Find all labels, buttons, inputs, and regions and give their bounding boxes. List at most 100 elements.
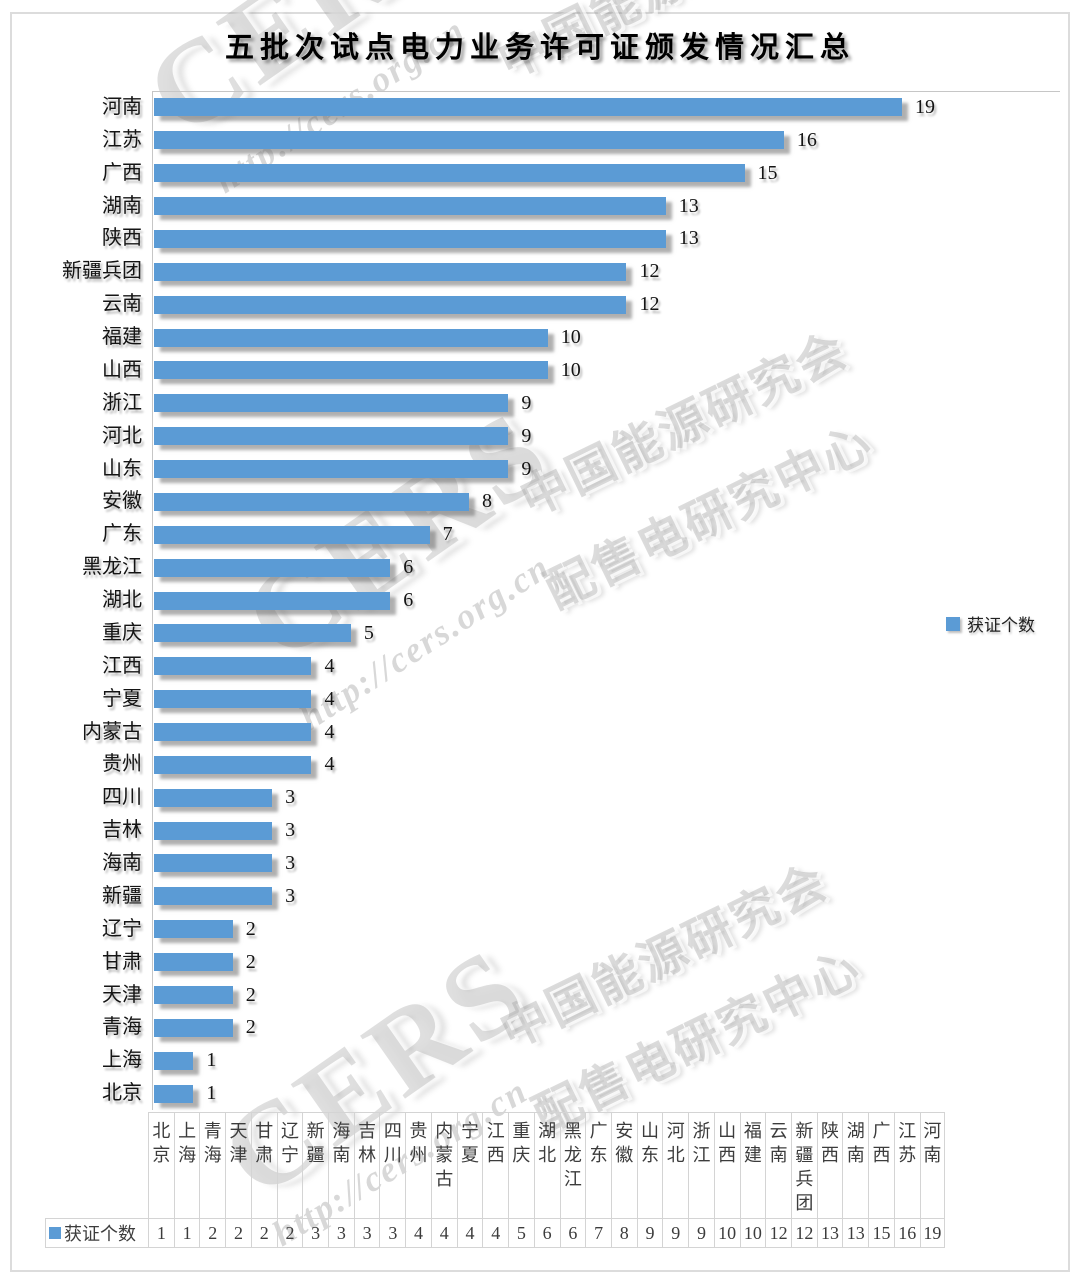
category-label: 甘肃 xyxy=(102,950,142,973)
table-value-cell: 3 xyxy=(353,1218,380,1248)
category-label: 山西 xyxy=(102,358,142,381)
category-label: 贵州 xyxy=(102,753,142,776)
category-label: 宁夏 xyxy=(102,687,142,710)
table-row-header-label: 获证个数 xyxy=(64,1224,136,1244)
table-header-cell: 江 苏 xyxy=(893,1112,920,1218)
table-header-cell: 海 南 xyxy=(328,1112,354,1218)
bar xyxy=(154,131,784,150)
category-label: 青海 xyxy=(102,1016,142,1039)
bar xyxy=(154,558,391,577)
bar xyxy=(154,1018,233,1037)
category-label: 重庆 xyxy=(102,621,142,644)
table-header-cell: 黑 龙 江 xyxy=(559,1112,586,1218)
table-value-cell: 9 xyxy=(662,1218,689,1248)
bar xyxy=(154,525,430,544)
bar xyxy=(154,788,273,807)
value-label: 2 xyxy=(245,983,256,1006)
data-table: 北 京上 海青 海天 津甘 肃辽 宁新 疆海 南吉 林四 川贵 州内 蒙 古宁 … xyxy=(45,1112,946,1248)
table-value-cell: 4 xyxy=(405,1218,431,1248)
category-label: 海南 xyxy=(102,852,142,875)
value-label: 2 xyxy=(245,917,256,940)
table-header-cell: 宁 夏 xyxy=(456,1112,483,1218)
value-label: 12 xyxy=(639,293,660,316)
bar xyxy=(154,460,509,479)
table-header-cell: 贵 州 xyxy=(405,1112,431,1218)
table-value-cell: 4 xyxy=(430,1218,457,1248)
category-label: 湖北 xyxy=(102,589,142,612)
value-label: 2 xyxy=(245,1016,256,1039)
category-label: 云南 xyxy=(102,293,142,316)
chart-frame xyxy=(10,12,1070,1272)
bar xyxy=(154,722,312,741)
value-label: 8 xyxy=(481,490,492,513)
table-value-cell: 5 xyxy=(508,1218,534,1248)
value-label: 9 xyxy=(521,424,532,447)
value-label: 10 xyxy=(560,358,581,381)
bar xyxy=(154,328,548,347)
bar xyxy=(154,690,312,709)
table-value-cell: 3 xyxy=(328,1218,354,1248)
y-axis-line xyxy=(152,91,153,1110)
value-label: 4 xyxy=(324,720,335,743)
table-value-cell: 2 xyxy=(276,1218,303,1248)
table-header-cell: 青 海 xyxy=(199,1112,226,1218)
table-header-cell: 内 蒙 古 xyxy=(430,1112,457,1218)
table-header-cell: 山 西 xyxy=(713,1112,740,1218)
table-value-cell: 2 xyxy=(250,1218,277,1248)
category-label: 河北 xyxy=(102,424,142,447)
table-value-cell: 10 xyxy=(713,1218,740,1248)
category-label: 新疆 xyxy=(102,884,142,907)
value-label: 15 xyxy=(757,161,778,184)
category-label: 上海 xyxy=(102,1049,142,1072)
table-header-cell: 河 北 xyxy=(662,1112,689,1218)
bar xyxy=(154,624,351,643)
category-label: 河南 xyxy=(102,96,142,118)
value-label: 7 xyxy=(442,523,453,546)
bar xyxy=(154,98,903,117)
table-header-cell: 山 东 xyxy=(636,1112,663,1218)
value-label: 19 xyxy=(915,96,936,118)
bar xyxy=(154,887,273,906)
bar xyxy=(154,953,233,972)
category-label: 湖南 xyxy=(102,194,142,217)
bar xyxy=(154,295,627,314)
table-header-cell: 甘 肃 xyxy=(250,1112,277,1218)
table-header-cell: 上 海 xyxy=(173,1112,200,1218)
category-label: 新疆兵团 xyxy=(62,260,142,283)
table-value-cell: 13 xyxy=(816,1218,843,1248)
table-value-cell: 7 xyxy=(585,1218,611,1248)
bar xyxy=(154,755,312,774)
bar xyxy=(154,361,548,380)
legend: 获证个数 xyxy=(946,611,1035,636)
table-value-cell: 9 xyxy=(688,1218,714,1248)
category-label: 陕西 xyxy=(102,227,142,250)
value-label: 2 xyxy=(245,950,256,973)
table-value-cell: 2 xyxy=(225,1218,251,1248)
bar xyxy=(154,657,312,676)
value-label: 1 xyxy=(206,1049,217,1072)
table-value-cell: 2 xyxy=(199,1218,226,1248)
value-label: 12 xyxy=(639,260,660,283)
value-label: 4 xyxy=(324,753,335,776)
bar xyxy=(154,197,666,216)
value-label: 5 xyxy=(363,621,374,644)
bar xyxy=(154,854,273,873)
value-label: 3 xyxy=(285,884,296,907)
value-label: 13 xyxy=(678,194,699,217)
table-value-cell: 12 xyxy=(765,1218,791,1248)
table-value-cell: 16 xyxy=(893,1218,920,1248)
table-value-cell: 4 xyxy=(456,1218,483,1248)
table-header-cell: 天 津 xyxy=(225,1112,251,1218)
table-header-cell: 四 川 xyxy=(379,1112,406,1218)
category-label: 天津 xyxy=(102,983,142,1006)
category-label: 安徽 xyxy=(102,490,142,513)
table-header-cell: 云 南 xyxy=(765,1112,791,1218)
table-header-cell: 河 南 xyxy=(919,1112,946,1218)
table-header-cell: 湖 南 xyxy=(842,1112,869,1218)
table-header-cell: 吉 林 xyxy=(353,1112,380,1218)
table-header-cell: 广 西 xyxy=(868,1112,894,1218)
category-label: 江苏 xyxy=(102,128,142,151)
table-value-cell: 12 xyxy=(790,1218,817,1248)
category-label: 山东 xyxy=(102,457,142,480)
